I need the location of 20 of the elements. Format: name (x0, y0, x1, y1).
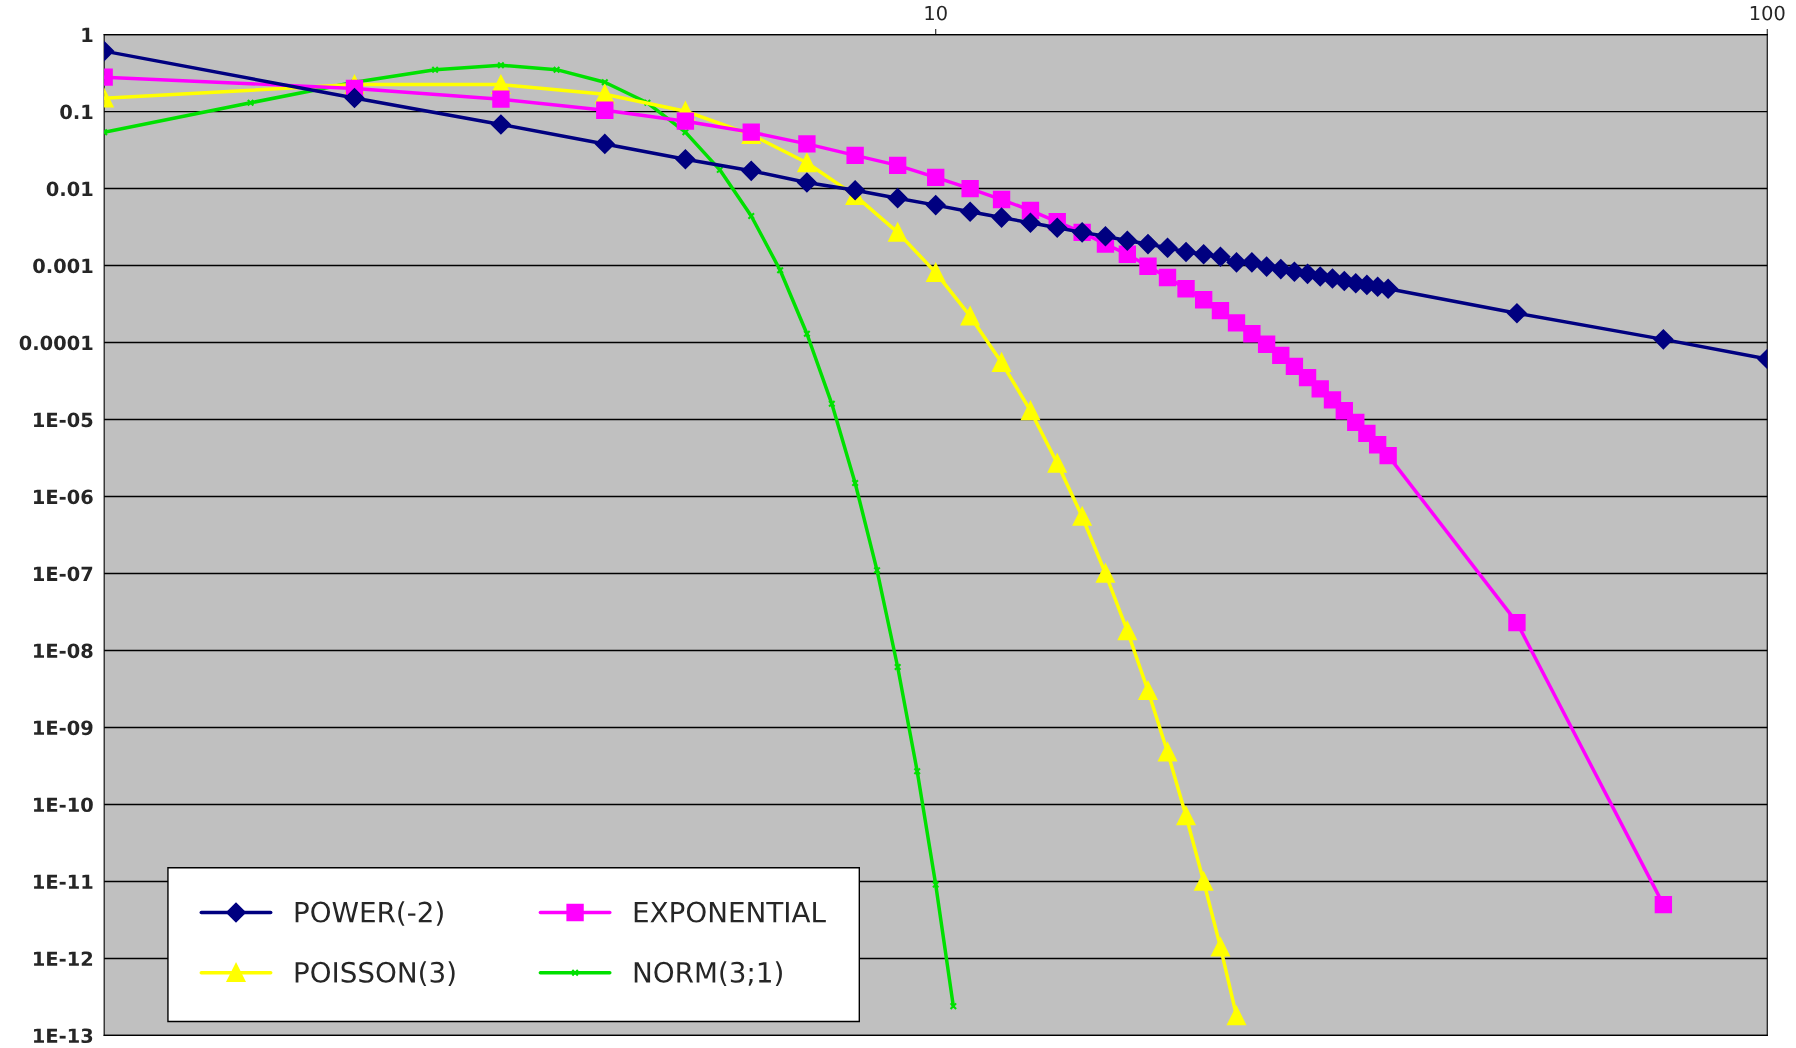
y-tick-label: 1E-08 (34, 643, 93, 659)
y-tick-label: 0.0001 (19, 335, 93, 351)
y-tick-label: 1E-10 (34, 797, 93, 813)
legend-label: EXPONENTIAL (634, 901, 826, 923)
y-tick-label: 1E-05 (34, 412, 93, 428)
y-tick-label: 1E-12 (34, 951, 93, 966)
y-tick-label: 1E-07 (34, 566, 93, 582)
x-tick-label: 100 (1750, 5, 1785, 21)
y-tick-label: 1E-09 (34, 720, 93, 736)
y-tick-label: 0.001 (33, 258, 93, 274)
legend-label: POISSON(3) (295, 961, 455, 987)
y-tick-label: 0.1 (60, 104, 93, 120)
y-tick-label: 0.01 (46, 181, 93, 197)
x-tick-label: 10 (925, 5, 947, 21)
y-tick-label: 1E-11 (34, 874, 93, 889)
y-tick-label: 1 (82, 27, 93, 42)
legend-label: POWER(-2) (295, 901, 443, 926)
legend-label: NORM(3;1) (634, 961, 782, 987)
y-tick-label: 1E-06 (34, 489, 93, 505)
y-tick-label: 1E-13 (34, 1028, 93, 1044)
